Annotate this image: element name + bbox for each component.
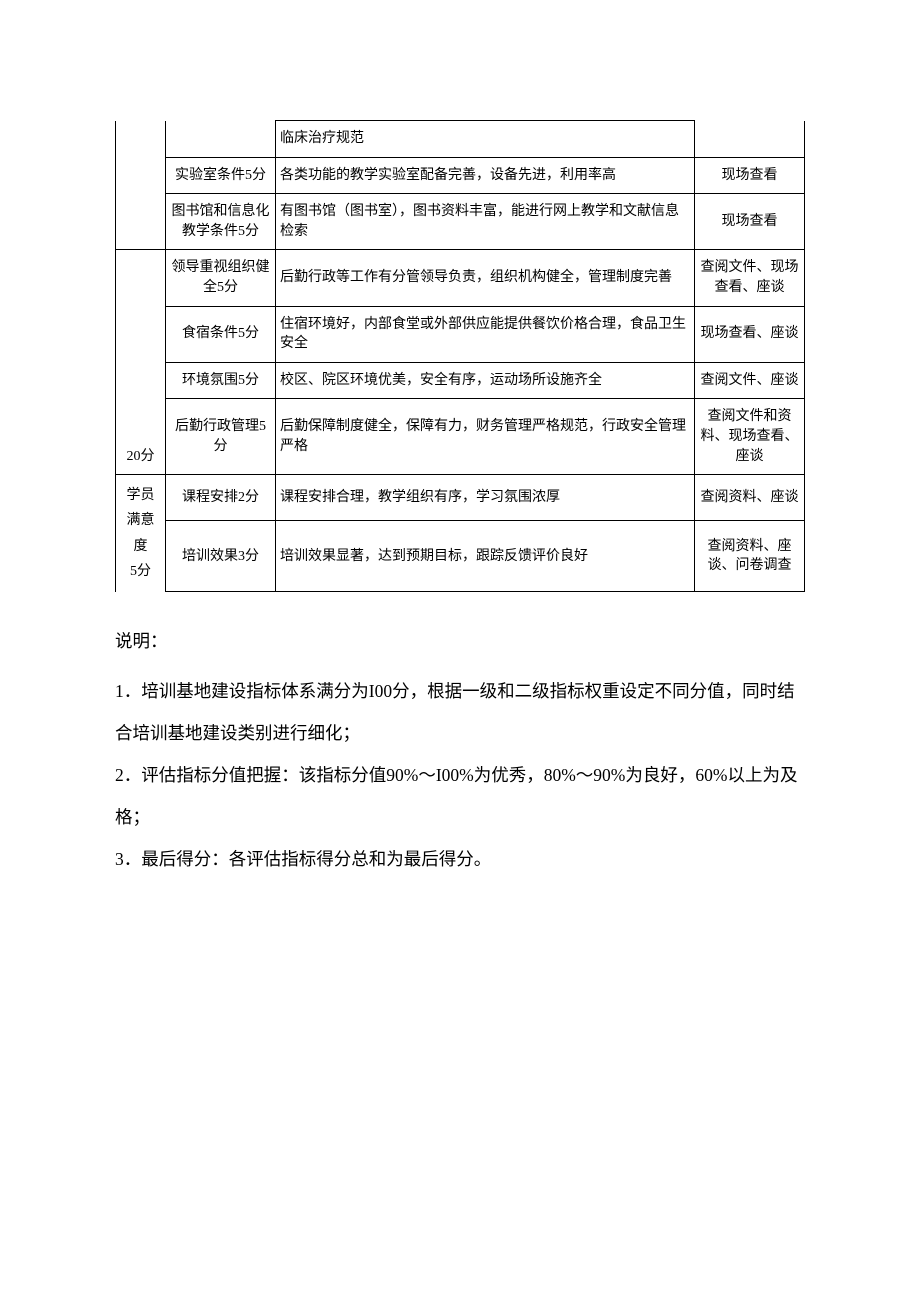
method-cell: 查阅资料、座谈 — [695, 475, 805, 521]
category-cell — [116, 194, 166, 250]
method-cell — [695, 121, 805, 158]
category-line: 5分 — [130, 559, 151, 584]
category-line: 度 — [134, 534, 148, 559]
indicator-cell: 培训效果3分 — [166, 521, 276, 592]
description-cell: 后勤行政等工作有分管领导负责，组织机构健全，管理制度完善 — [276, 250, 695, 306]
table-row: 食宿条件5分住宿环境好，内部食堂或外部供应能提供餐饮价格合理，食品卫生安全现场查… — [116, 306, 805, 362]
indicator-cell: 图书馆和信息化教学条件5分 — [166, 194, 276, 250]
evaluation-table: 临床治疗规范实验室条件5分各类功能的教学实验室配备完善，设备先进，利用率高现场查… — [115, 120, 805, 592]
table-row: 领导重视组织健全5分后勤行政等工作有分管领导负责，组织机构健全，管理制度完善查阅… — [116, 250, 805, 306]
table-row: 环境氛围5分校区、院区环境优美，安全有序，运动场所设施齐全查阅文件、座谈 — [116, 362, 805, 399]
description-cell: 有图书馆（图书室），图书资料丰富，能进行网上教学和文献信息检索 — [276, 194, 695, 250]
table-body: 临床治疗规范实验室条件5分各类功能的教学实验室配备完善，设备先进，利用率高现场查… — [116, 121, 805, 592]
indicator-cell: 课程安排2分 — [166, 475, 276, 521]
note-item: 2．评估指标分值把握：该指标分值90%～I00%为优秀，80%～90%为良好，6… — [115, 754, 805, 838]
description-cell: 校区、院区环境优美，安全有序，运动场所设施齐全 — [276, 362, 695, 399]
table-row: 临床治疗规范 — [116, 121, 805, 158]
indicator-cell: 后勤行政管理5分 — [166, 399, 276, 475]
category-line: 满意 — [127, 508, 155, 533]
notes-title: 说明： — [115, 620, 805, 662]
description-cell: 各类功能的教学实验室配备完善，设备先进，利用率高 — [276, 157, 695, 194]
method-cell: 查阅文件、座谈 — [695, 362, 805, 399]
description-cell: 课程安排合理，教学组织有序，学习氛围浓厚 — [276, 475, 695, 521]
table-row: 实验室条件5分各类功能的教学实验室配备完善，设备先进，利用率高现场查看 — [116, 157, 805, 194]
method-cell: 现场查看 — [695, 157, 805, 194]
category-cell: 20分 — [116, 399, 166, 475]
category-cell — [116, 250, 166, 306]
category-cell — [116, 306, 166, 362]
method-cell: 现场查看 — [695, 194, 805, 250]
table-row: 图书馆和信息化教学条件5分有图书馆（图书室），图书资料丰富，能进行网上教学和文献… — [116, 194, 805, 250]
indicator-cell: 食宿条件5分 — [166, 306, 276, 362]
category-line: 学员 — [127, 483, 155, 508]
table-row: 20分后勤行政管理5分后勤保障制度健全，保障有力，财务管理严格规范，行政安全管理… — [116, 399, 805, 475]
category-cell — [116, 121, 166, 158]
description-cell: 临床治疗规范 — [276, 121, 695, 158]
table-row: 培训效果3分培训效果显著，达到预期目标，跟踪反馈评价良好查阅资料、座谈、问卷调查 — [116, 521, 805, 592]
description-cell: 培训效果显著，达到预期目标，跟踪反馈评价良好 — [276, 521, 695, 592]
indicator-cell: 环境氛围5分 — [166, 362, 276, 399]
notes-list: 1．培训基地建设指标体系满分为I00分，根据一级和二级指标权重设定不同分值，同时… — [115, 670, 805, 880]
indicator-cell — [166, 121, 276, 158]
note-item: 1．培训基地建设指标体系满分为I00分，根据一级和二级指标权重设定不同分值，同时… — [115, 670, 805, 754]
category-cell: 学员满意度5分 — [116, 475, 166, 592]
indicator-cell: 领导重视组织健全5分 — [166, 250, 276, 306]
indicator-cell: 实验室条件5分 — [166, 157, 276, 194]
method-cell: 查阅文件、现场查看、座谈 — [695, 250, 805, 306]
description-cell: 住宿环境好，内部食堂或外部供应能提供餐饮价格合理，食品卫生安全 — [276, 306, 695, 362]
method-cell: 查阅资料、座谈、问卷调查 — [695, 521, 805, 592]
category-cell — [116, 362, 166, 399]
method-cell: 查阅文件和资料、现场查看、座谈 — [695, 399, 805, 475]
category-cell — [116, 157, 166, 194]
table-row: 学员满意度5分课程安排2分课程安排合理，教学组织有序，学习氛围浓厚查阅资料、座谈 — [116, 475, 805, 521]
notes-section: 说明： 1．培训基地建设指标体系满分为I00分，根据一级和二级指标权重设定不同分… — [115, 620, 805, 880]
note-item: 3．最后得分：各评估指标得分总和为最后得分。 — [115, 838, 805, 880]
description-cell: 后勤保障制度健全，保障有力，财务管理严格规范，行政安全管理严格 — [276, 399, 695, 475]
method-cell: 现场查看、座谈 — [695, 306, 805, 362]
